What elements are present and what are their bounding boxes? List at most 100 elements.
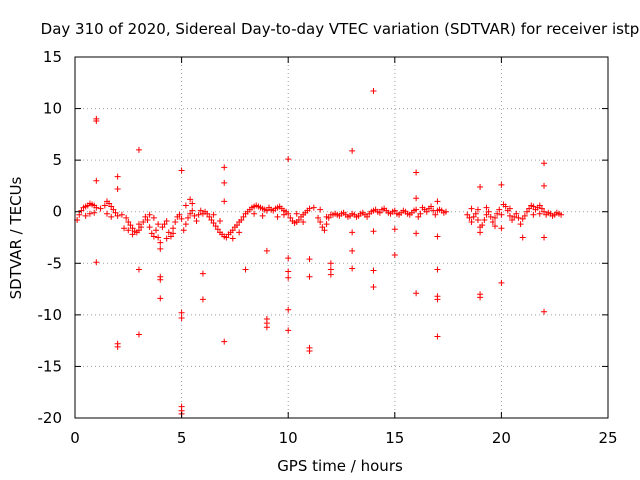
data-point <box>178 309 185 316</box>
data-point <box>135 146 142 153</box>
data-point <box>415 213 422 220</box>
data-point <box>536 210 543 217</box>
y-tick-label: 5 <box>52 151 62 169</box>
data-point <box>251 210 258 217</box>
data-point <box>191 212 198 219</box>
data-point <box>498 211 505 218</box>
data-point <box>129 225 136 232</box>
data-point <box>413 290 420 297</box>
data-point <box>511 213 518 220</box>
data-point <box>483 211 490 218</box>
data-point <box>135 221 142 228</box>
data-point <box>157 239 164 246</box>
data-point <box>86 210 93 217</box>
data-point <box>370 284 377 291</box>
data-point <box>370 88 377 95</box>
data-point <box>114 173 121 180</box>
data-point <box>477 229 484 236</box>
data-point <box>172 219 179 226</box>
data-point <box>91 209 98 216</box>
data-point <box>413 169 420 176</box>
data-point <box>506 212 513 219</box>
data-point <box>234 222 241 229</box>
data-point <box>349 147 356 154</box>
data-point <box>135 227 142 234</box>
x-tick-label: 5 <box>177 429 187 447</box>
data-point <box>477 294 484 301</box>
data-point <box>97 205 104 212</box>
data-point <box>93 204 100 211</box>
data-point <box>434 266 441 273</box>
data-point <box>541 234 548 241</box>
data-point <box>521 212 528 219</box>
data-point <box>110 206 117 213</box>
data-point <box>502 203 509 210</box>
data-point <box>274 213 281 220</box>
data-point <box>285 306 292 313</box>
x-tick-label: 20 <box>492 429 511 447</box>
data-point <box>327 271 334 278</box>
data-point <box>199 270 206 277</box>
x-tick-label: 10 <box>279 429 298 447</box>
data-point <box>280 211 287 218</box>
data-point <box>221 338 228 345</box>
data-point <box>208 216 215 223</box>
data-point <box>513 210 520 217</box>
data-point <box>159 224 166 231</box>
data-point <box>464 211 471 218</box>
data-point <box>142 213 149 220</box>
data-point <box>93 115 100 122</box>
data-point <box>135 266 142 273</box>
data-point <box>370 228 377 235</box>
data-point <box>214 226 221 233</box>
data-point <box>187 196 194 203</box>
data-point <box>470 213 477 220</box>
data-point <box>114 212 121 219</box>
data-point <box>413 230 420 237</box>
data-point <box>193 217 200 224</box>
data-point <box>187 210 194 217</box>
data-point <box>477 183 484 190</box>
data-point <box>391 226 398 233</box>
y-tick-label: 10 <box>43 100 62 118</box>
data-point <box>300 219 307 226</box>
data-point <box>323 213 330 220</box>
data-point <box>349 247 356 254</box>
y-tick-label: 0 <box>52 203 62 221</box>
data-point <box>178 215 185 222</box>
data-point <box>180 227 187 234</box>
data-point <box>82 212 89 219</box>
plot-frame <box>74 56 609 419</box>
data-point <box>285 255 292 262</box>
data-point <box>195 211 202 218</box>
data-point <box>263 207 270 214</box>
data-point <box>127 222 134 229</box>
data-point <box>327 266 334 273</box>
data-point <box>526 205 533 212</box>
data-point <box>468 205 475 212</box>
data-point <box>135 331 142 338</box>
data-point <box>530 211 537 218</box>
data-point <box>317 206 324 213</box>
data-point <box>434 296 441 303</box>
axes: 0 5 10 15 20 25 15 10 5 0 -5 -10 -15 -20 <box>38 48 618 447</box>
data-point <box>189 200 196 207</box>
data-point <box>182 221 189 228</box>
data-point <box>498 181 505 188</box>
x-tick-label: 15 <box>385 429 404 447</box>
data-point <box>108 203 115 210</box>
data-point <box>306 205 313 212</box>
data-point <box>170 230 177 237</box>
data-point <box>349 229 356 236</box>
data-point <box>538 205 545 212</box>
data-point <box>93 259 100 266</box>
data-point <box>167 233 174 240</box>
data-point <box>310 204 317 211</box>
data-point <box>317 219 324 226</box>
data-point <box>157 245 164 252</box>
data-point <box>212 223 219 230</box>
data-point <box>163 235 170 242</box>
data-point <box>101 202 108 209</box>
data-point <box>364 213 371 220</box>
